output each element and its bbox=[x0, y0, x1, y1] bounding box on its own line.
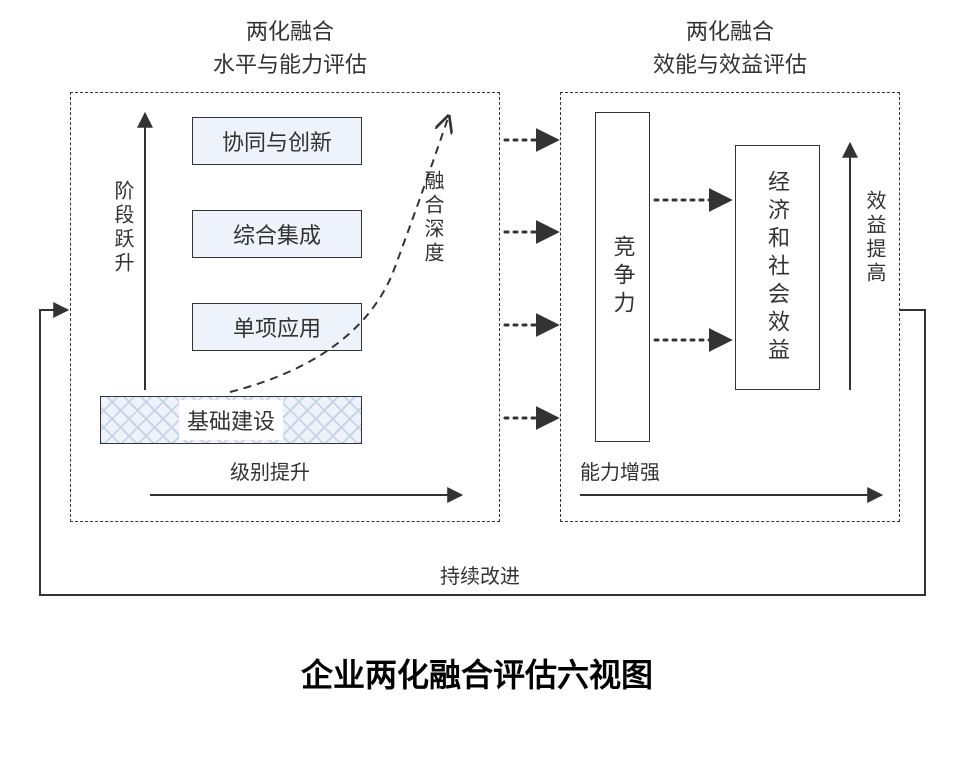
curve-label: 融合深度 bbox=[418, 170, 447, 266]
stage-box-1: 基础建设 bbox=[100, 396, 362, 444]
right-x-axis-label: 能力增强 bbox=[580, 456, 660, 485]
stage-box-2: 单项应用 bbox=[192, 303, 362, 351]
stage-label-3: 综合集成 bbox=[233, 218, 321, 250]
main-title: 企业两化融合评估六视图 bbox=[0, 650, 954, 696]
benefits-box: 经济和社会效益 bbox=[735, 145, 820, 390]
left-header-line2: 水平与能力评估 bbox=[213, 52, 367, 77]
stage-label-4: 协同与创新 bbox=[222, 125, 332, 157]
feedback-label: 持续改进 bbox=[440, 560, 520, 589]
stage-box-3: 综合集成 bbox=[192, 210, 362, 258]
stage-label-2: 单项应用 bbox=[233, 311, 321, 343]
left-header: 两化融合 水平与能力评估 bbox=[160, 15, 420, 81]
right-header-line2: 效能与效益评估 bbox=[653, 52, 807, 77]
left-x-axis-label: 级别提升 bbox=[230, 456, 310, 485]
stage-label-1: 基础建设 bbox=[179, 400, 283, 440]
competitiveness-box: 竞争力 bbox=[595, 112, 650, 442]
right-header-line1: 两化融合 bbox=[686, 19, 774, 44]
benefits-label: 经济和社会效益 bbox=[761, 170, 794, 366]
right-header: 两化融合 效能与效益评估 bbox=[600, 15, 860, 81]
left-header-line1: 两化融合 bbox=[246, 19, 334, 44]
right-y-axis-label: 效益提高 bbox=[860, 190, 889, 286]
diagram-canvas: 两化融合 水平与能力评估 两化融合 效能与效益评估 协同与创新 综合集成 单项应… bbox=[0, 0, 954, 762]
competitiveness-label: 竞争力 bbox=[607, 235, 639, 319]
left-y-axis-label: 阶段跃升 bbox=[108, 180, 137, 276]
stage-box-4: 协同与创新 bbox=[192, 117, 362, 165]
